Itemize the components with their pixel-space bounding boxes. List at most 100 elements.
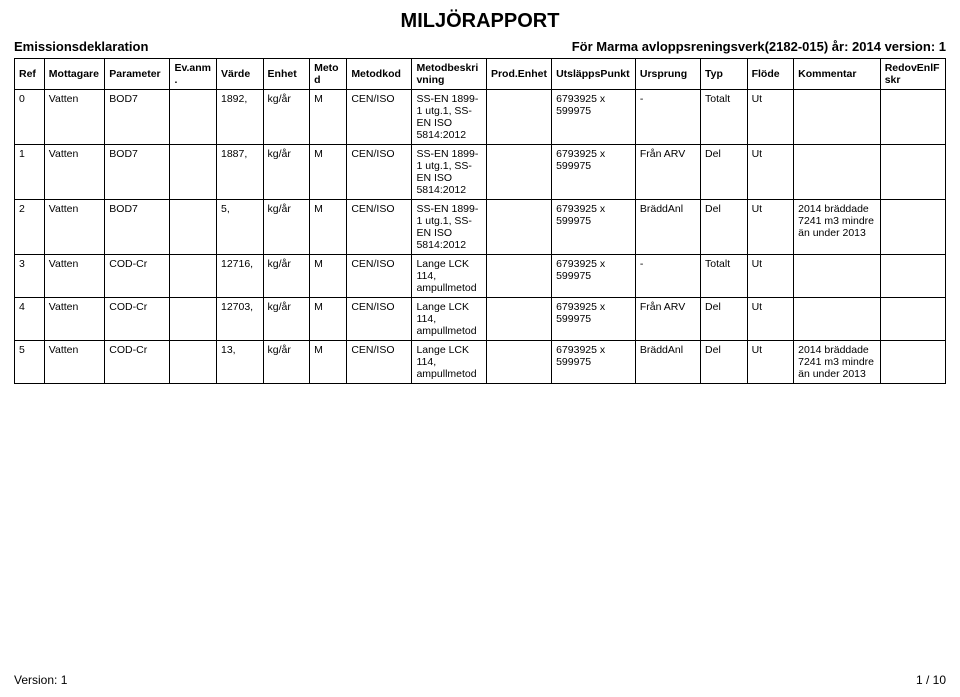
- table-row: 0 Vatten BOD7 1892, kg/år M CEN/ISO SS-E…: [15, 90, 946, 145]
- cell-ref: 5: [15, 341, 45, 384]
- cell-varde: 5,: [216, 200, 263, 255]
- cell-enhet: kg/år: [263, 341, 310, 384]
- cell-ursprung: -: [635, 255, 700, 298]
- cell-metodbes: Lange LCK 114, ampullmetod: [412, 341, 486, 384]
- cell-utslapp: 6793925 x 599975: [552, 341, 636, 384]
- cell-ursprung: -: [635, 90, 700, 145]
- cell-metod: M: [310, 90, 347, 145]
- cell-flode: Ut: [747, 90, 794, 145]
- cell-flode: Ut: [747, 341, 794, 384]
- cell-metod: M: [310, 200, 347, 255]
- report-title: MILJÖRAPPORT: [14, 10, 946, 33]
- header-row: Emissionsdeklaration För Marma avloppsre…: [14, 39, 946, 54]
- cell-flode: Ut: [747, 200, 794, 255]
- cell-prodenhet: [486, 341, 551, 384]
- col-mottagare: Mottagare: [44, 59, 105, 90]
- cell-mottagare: Vatten: [44, 145, 105, 200]
- cell-enhet: kg/år: [263, 298, 310, 341]
- cell-ref: 4: [15, 298, 45, 341]
- cell-mottagare: Vatten: [44, 255, 105, 298]
- cell-metod: M: [310, 255, 347, 298]
- table-header-row: Ref Mottagare Parameter Ev.anm. Värde En…: [15, 59, 946, 90]
- cell-parameter: COD-Cr: [105, 298, 170, 341]
- cell-ursprung: Från ARV: [635, 298, 700, 341]
- emissions-table: Ref Mottagare Parameter Ev.anm. Värde En…: [14, 58, 946, 384]
- cell-utslapp: 6793925 x 599975: [552, 90, 636, 145]
- cell-enhet: kg/år: [263, 145, 310, 200]
- cell-metod: M: [310, 145, 347, 200]
- cell-metodbes: SS-EN 1899-1 utg.1, SS-EN ISO 5814:2012: [412, 200, 486, 255]
- cell-flode: Ut: [747, 145, 794, 200]
- cell-typ: Totalt: [701, 90, 748, 145]
- cell-flode: Ut: [747, 255, 794, 298]
- cell-metodkod: CEN/ISO: [347, 298, 412, 341]
- cell-metodbes: Lange LCK 114, ampullmetod: [412, 255, 486, 298]
- cell-metodkod: CEN/ISO: [347, 200, 412, 255]
- cell-metodkod: CEN/ISO: [347, 90, 412, 145]
- col-typ: Typ: [701, 59, 748, 90]
- cell-flode: Ut: [747, 298, 794, 341]
- cell-ref: 2: [15, 200, 45, 255]
- cell-metodkod: CEN/ISO: [347, 255, 412, 298]
- cell-redov: [880, 341, 945, 384]
- cell-redov: [880, 255, 945, 298]
- cell-parameter: BOD7: [105, 145, 170, 200]
- col-prodenhet: Prod.Enhet: [486, 59, 551, 90]
- col-enhet: Enhet: [263, 59, 310, 90]
- cell-prodenhet: [486, 90, 551, 145]
- cell-evanm: [170, 145, 217, 200]
- cell-typ: Del: [701, 298, 748, 341]
- cell-mottagare: Vatten: [44, 90, 105, 145]
- cell-mottagare: Vatten: [44, 341, 105, 384]
- cell-prodenhet: [486, 145, 551, 200]
- cell-parameter: BOD7: [105, 90, 170, 145]
- cell-varde: 13,: [216, 341, 263, 384]
- cell-evanm: [170, 255, 217, 298]
- table-row: 1 Vatten BOD7 1887, kg/år M CEN/ISO SS-E…: [15, 145, 946, 200]
- col-ursprung: Ursprung: [635, 59, 700, 90]
- footer-page: 1 / 10: [916, 673, 946, 687]
- col-utslapp: UtsläppsPunkt: [552, 59, 636, 90]
- col-flode: Flöde: [747, 59, 794, 90]
- cell-ursprung: Från ARV: [635, 145, 700, 200]
- cell-parameter: COD-Cr: [105, 341, 170, 384]
- cell-typ: Del: [701, 145, 748, 200]
- cell-ref: 0: [15, 90, 45, 145]
- cell-kommentar: 2014 bräddade 7241 m3 mindre än under 20…: [794, 341, 881, 384]
- col-redov: RedovEnlFskr: [880, 59, 945, 90]
- table-row: 2 Vatten BOD7 5, kg/år M CEN/ISO SS-EN 1…: [15, 200, 946, 255]
- col-ref: Ref: [15, 59, 45, 90]
- cell-ref: 1: [15, 145, 45, 200]
- cell-parameter: BOD7: [105, 200, 170, 255]
- cell-metod: M: [310, 341, 347, 384]
- section-title: Emissionsdeklaration: [14, 39, 148, 54]
- table-row: 3 Vatten COD-Cr 12716, kg/år M CEN/ISO L…: [15, 255, 946, 298]
- table-row: 4 Vatten COD-Cr 12703, kg/år M CEN/ISO L…: [15, 298, 946, 341]
- cell-prodenhet: [486, 255, 551, 298]
- cell-varde: 1887,: [216, 145, 263, 200]
- cell-enhet: kg/år: [263, 200, 310, 255]
- cell-kommentar: [794, 298, 881, 341]
- cell-utslapp: 6793925 x 599975: [552, 255, 636, 298]
- cell-prodenhet: [486, 298, 551, 341]
- cell-utslapp: 6793925 x 599975: [552, 145, 636, 200]
- cell-metodkod: CEN/ISO: [347, 341, 412, 384]
- cell-utslapp: 6793925 x 599975: [552, 200, 636, 255]
- cell-redov: [880, 200, 945, 255]
- cell-evanm: [170, 200, 217, 255]
- cell-parameter: COD-Cr: [105, 255, 170, 298]
- cell-ursprung: BräddAnl: [635, 341, 700, 384]
- cell-varde: 1892,: [216, 90, 263, 145]
- col-metodbes: Metodbeskrivning: [412, 59, 486, 90]
- col-varde: Värde: [216, 59, 263, 90]
- page-footer: Version: 1 1 / 10: [14, 673, 946, 687]
- cell-evanm: [170, 341, 217, 384]
- cell-typ: Del: [701, 200, 748, 255]
- cell-varde: 12716,: [216, 255, 263, 298]
- cell-kommentar: 2014 bräddade 7241 m3 mindre än under 20…: [794, 200, 881, 255]
- cell-mottagare: Vatten: [44, 298, 105, 341]
- cell-metodkod: CEN/ISO: [347, 145, 412, 200]
- footer-version: Version: 1: [14, 673, 67, 687]
- col-kommentar: Kommentar: [794, 59, 881, 90]
- cell-metodbes: SS-EN 1899-1 utg.1, SS-EN ISO 5814:2012: [412, 145, 486, 200]
